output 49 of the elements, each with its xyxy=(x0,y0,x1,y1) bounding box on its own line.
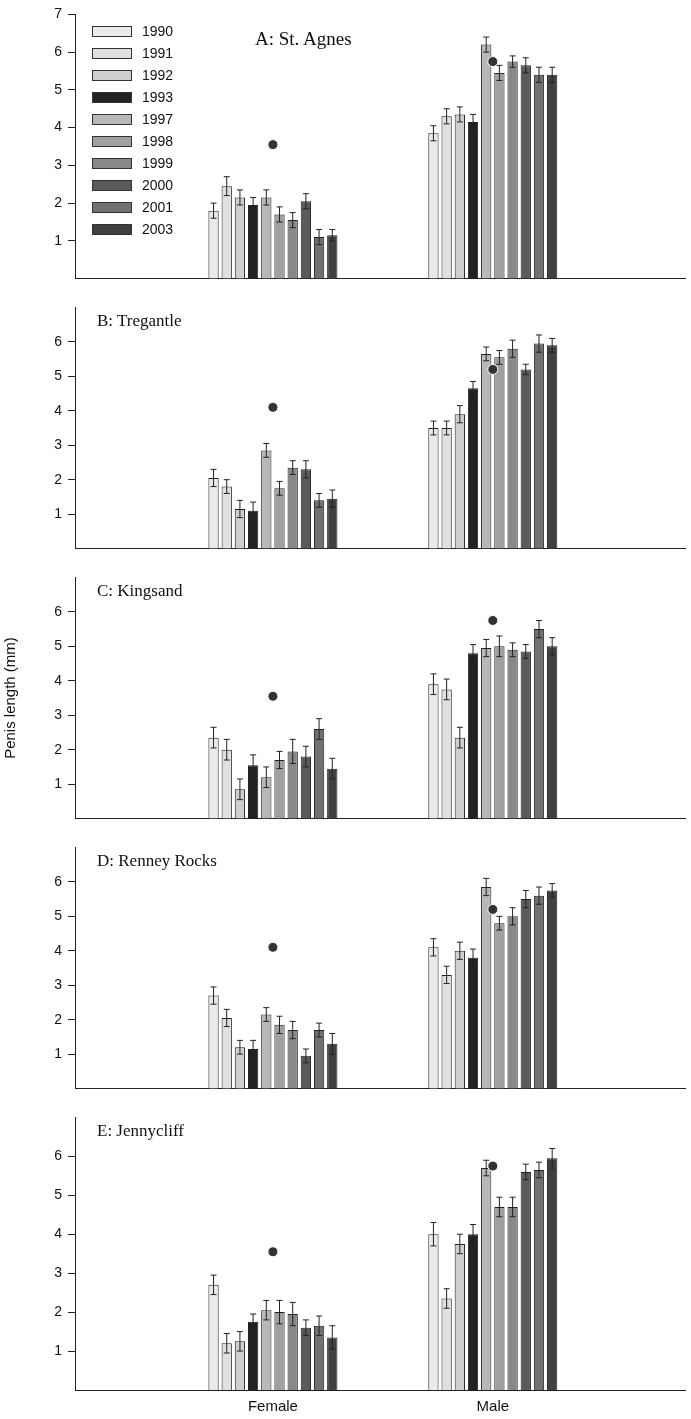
y-tick-label: 2 xyxy=(54,740,63,757)
y-tick-label: 4 xyxy=(54,671,63,688)
legend-label: 1992 xyxy=(142,67,174,83)
chart-title: D: Renney Rocks xyxy=(97,851,217,871)
y-tick-label: 6 xyxy=(54,43,63,59)
y-tick-label: 2 xyxy=(54,193,63,210)
y-tick-label: 6 xyxy=(54,872,63,889)
y-tick-label: 1 xyxy=(54,505,63,521)
y-tick-label: 5 xyxy=(54,907,63,924)
y-tick-label: 3 xyxy=(54,706,63,723)
y-tick-label: 1 xyxy=(54,775,63,791)
y-tick-label: 3 xyxy=(54,1264,63,1281)
legend-label: 2000 xyxy=(142,177,174,193)
y-tick-label: 4 xyxy=(54,401,63,418)
y-tick-label: 6 xyxy=(54,602,63,619)
legend-label: 1998 xyxy=(142,133,174,149)
legend-label: 1991 xyxy=(142,45,174,61)
text: A: St. Agnes xyxy=(255,28,352,50)
y-axis-title: Penis length (mm) xyxy=(1,637,19,759)
y-tick-label: 4 xyxy=(54,941,63,958)
legend-label: 1997 xyxy=(142,111,174,127)
y-tick-label: 6 xyxy=(54,332,63,349)
y-tick-label: 4 xyxy=(54,1225,63,1242)
legend-label: 2003 xyxy=(142,221,174,237)
chart-title: C: Kingsand xyxy=(97,581,183,601)
legend-label: 2001 xyxy=(142,199,174,215)
x-tick-label: Female xyxy=(247,1397,298,1415)
y-tick-label: 1 xyxy=(54,1341,63,1358)
chart-title: B: Tregantle xyxy=(97,311,182,331)
y-tick-label: 5 xyxy=(54,80,63,97)
x-tick-label: Male xyxy=(476,1397,510,1415)
y-tick-label: 2 xyxy=(54,1010,63,1027)
y-tick-label: 1 xyxy=(54,231,63,248)
y-tick-label: 3 xyxy=(54,436,63,453)
y-tick-label: 7 xyxy=(54,5,63,22)
y-tick-label: 4 xyxy=(54,118,63,135)
y-tick-label: 6 xyxy=(54,1147,63,1164)
chart-title: E: Jennycliff xyxy=(97,1121,185,1141)
y-tick-label: 1 xyxy=(54,1045,63,1061)
y-tick-label: 2 xyxy=(54,1302,63,1319)
legend-label: 1999 xyxy=(142,155,174,171)
y-tick-label: 3 xyxy=(54,976,63,993)
y-tick-label: 3 xyxy=(54,156,63,173)
y-tick-label: 5 xyxy=(54,367,63,384)
y-tick-label: 5 xyxy=(54,637,63,654)
legend-label: 1993 xyxy=(142,89,174,105)
y-tick-label: 5 xyxy=(54,1186,63,1203)
y-tick-label: 2 xyxy=(54,470,63,487)
legend-label: 1990 xyxy=(142,23,174,39)
